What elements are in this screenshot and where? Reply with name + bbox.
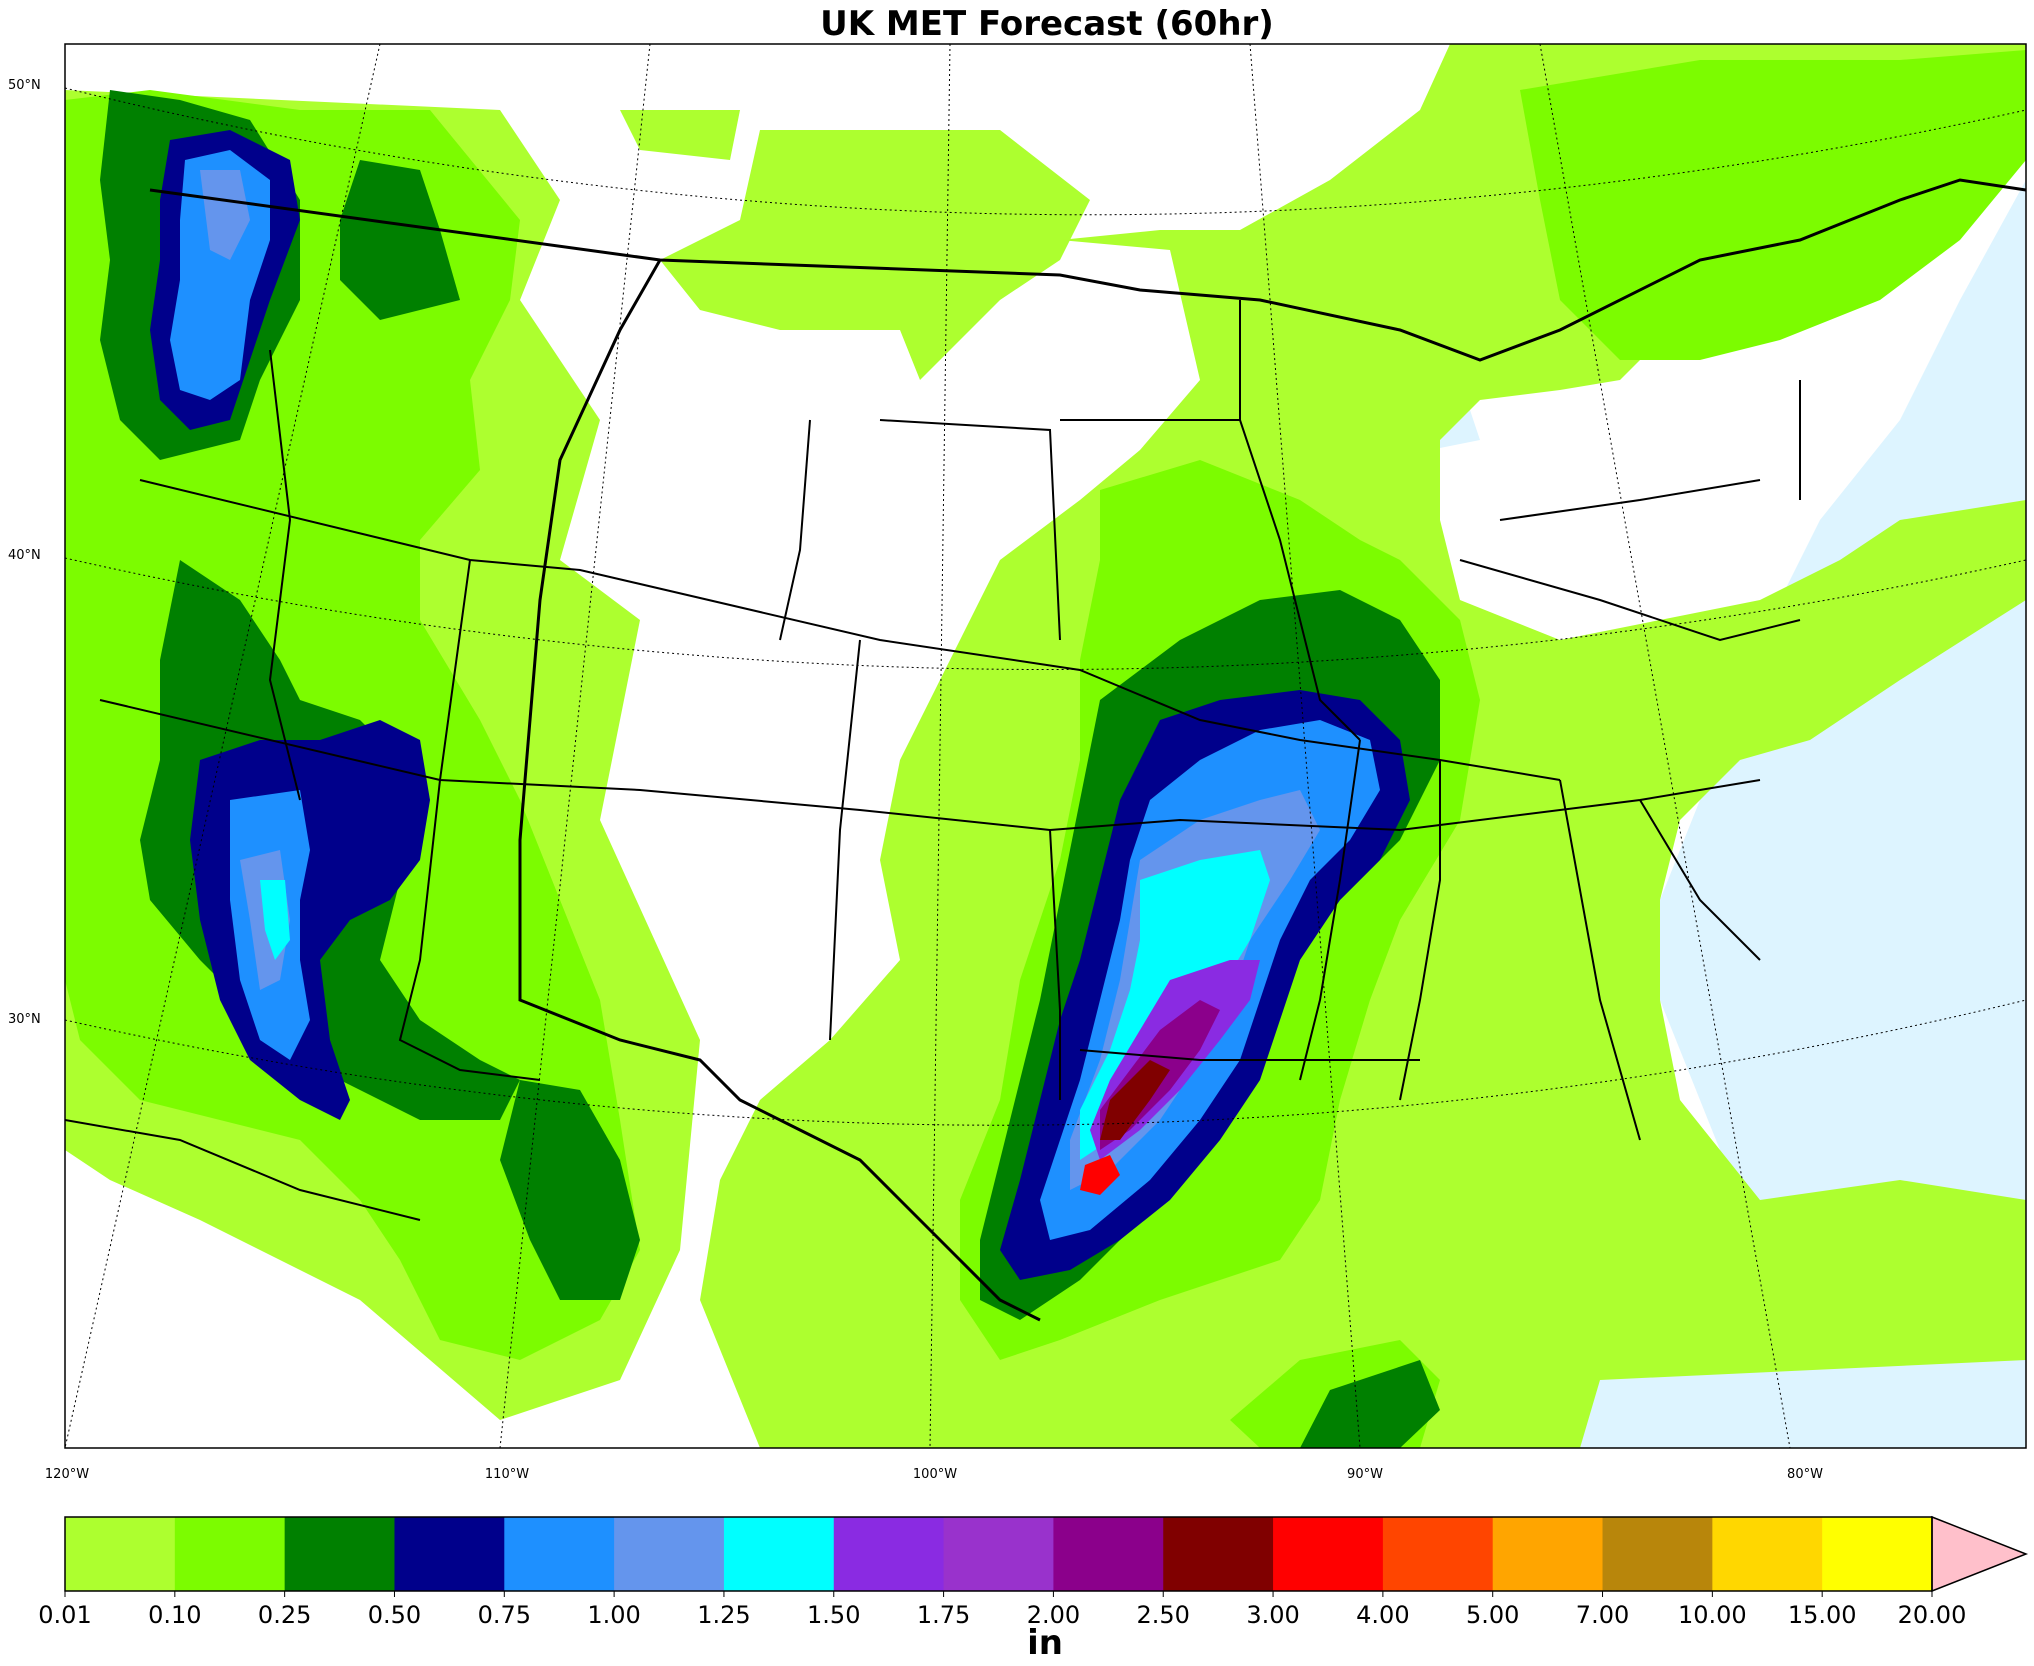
colorbar-tick-label: 1.25 (697, 1601, 750, 1629)
lat-label-40n: 40°N (8, 548, 41, 563)
colorbar-swatch (394, 1517, 505, 1591)
lon-label-80w: 80°W (1787, 1467, 1823, 1482)
colorbar-tick-label: 2.50 (1137, 1601, 1190, 1629)
colorbar-tick-label: 15.00 (1788, 1601, 1857, 1629)
colorbar-tick-label: 0.10 (148, 1601, 201, 1629)
colorbar-swatch (1053, 1517, 1164, 1591)
colorbar-tick-label: 2.00 (1027, 1601, 1080, 1629)
colorbar-tick-label: 0.75 (478, 1601, 531, 1629)
colorbar-tick-label: 1.75 (917, 1601, 970, 1629)
lon-label-100w: 100°W (913, 1467, 957, 1482)
colorbar-tick-label: 5.00 (1466, 1601, 1519, 1629)
colorbar-swatch (504, 1517, 615, 1591)
map-title: UK MET Forecast (60hr) (820, 4, 1274, 44)
colorbar-extend-arrow (1931, 1515, 2029, 1593)
lat-label-50n: 50°N (8, 78, 41, 93)
colorbar-swatch (614, 1517, 725, 1591)
colorbar-swatch (284, 1517, 395, 1591)
colorbar-frame (64, 1516, 1933, 1592)
lon-label-120w: 120°W (45, 1467, 89, 1482)
colorbar-swatch (65, 1517, 176, 1591)
colorbar-swatch (1492, 1517, 1604, 1591)
colorbar-tick-label: 4.00 (1356, 1601, 1409, 1629)
colorbar-tick-labels: 0.01 0.10 0.25 0.50 0.75 1.00 1.25 1.50 1.75 2.00… (38, 1591, 1966, 1629)
graticule (65, 44, 2026, 1448)
colorbar-swatch (1273, 1517, 1384, 1591)
colorbar-swatch (723, 1517, 835, 1591)
colorbar-tick-label: 0.50 (368, 1601, 421, 1629)
lat-label-30n: 30°N (8, 1012, 41, 1027)
map-frame (64, 43, 2027, 1449)
colorbar-swatches (65, 1517, 1933, 1591)
colorbar-swatch (1602, 1517, 1713, 1591)
lon-label-110w: 110°W (485, 1467, 529, 1482)
colorbar-swatch (1163, 1517, 1274, 1591)
colorbar-tick-label: 1.50 (807, 1601, 860, 1629)
precipitation-map: 50°N 40°N 30°N 120°W 110°W 100°W 90°W 80… (8, 43, 2027, 1482)
colorbar-tick-label: 20.00 (1898, 1601, 1967, 1629)
colorbar-tick-label: 7.00 (1576, 1601, 1629, 1629)
colorbar-swatch (1712, 1517, 1823, 1591)
colorbar-swatch (174, 1517, 286, 1591)
colorbar-swatch (1822, 1517, 1933, 1591)
political-boundaries (65, 178, 2026, 1322)
colorbar-swatch (833, 1517, 945, 1591)
colorbar-tick-label: 0.25 (258, 1601, 311, 1629)
colorbar-tick-label: 10.00 (1678, 1601, 1747, 1629)
lon-label-90w: 90°W (1347, 1467, 1383, 1482)
colorbar-swatch (1382, 1517, 1494, 1591)
precip-layer-300 (1080, 1155, 1120, 1195)
colorbar-swatch (943, 1517, 1054, 1591)
colorbar-tick-label: 3.00 (1246, 1601, 1299, 1629)
colorbar-tick-label: 0.01 (38, 1601, 91, 1629)
colorbar-tick-label: 1.00 (587, 1601, 640, 1629)
precip-layer-250 (1100, 1060, 1170, 1140)
colorbar-unit-label: in (1027, 1623, 1063, 1663)
